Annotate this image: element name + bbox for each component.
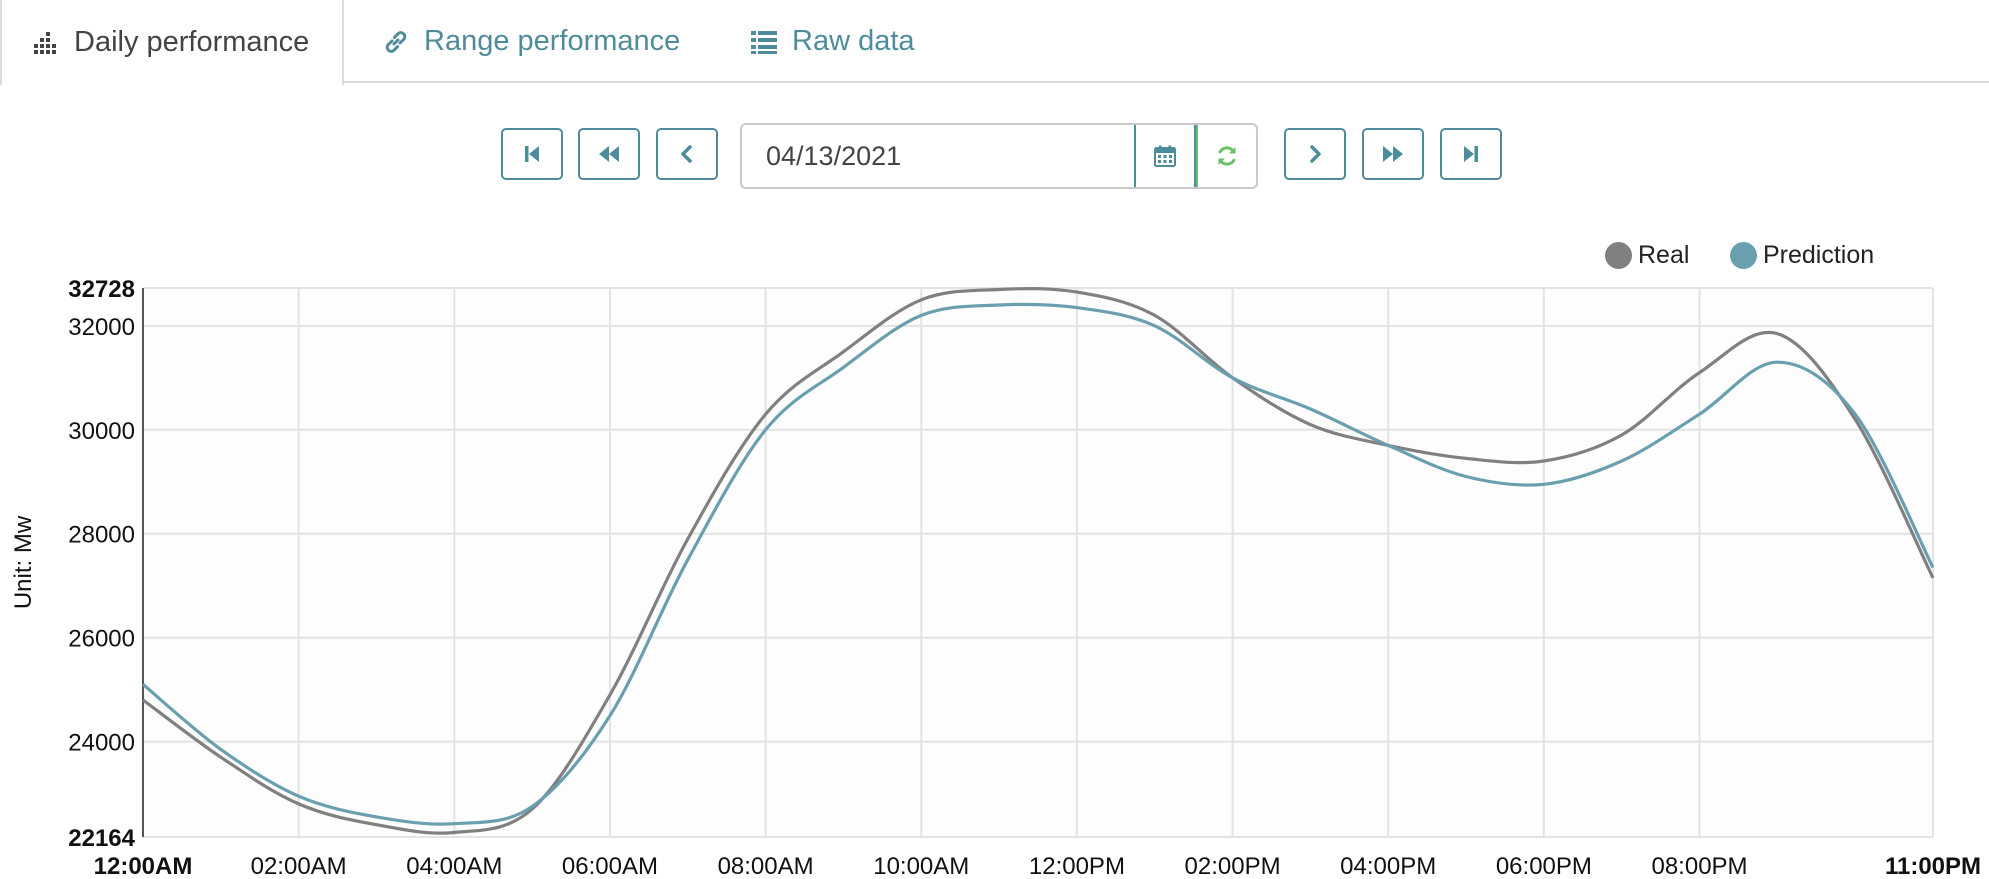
x-tick-label: 12:00PM xyxy=(1029,853,1125,879)
link-icon xyxy=(382,28,410,56)
x-tick-label: 12:00AM xyxy=(94,853,193,879)
legend-swatch-prediction xyxy=(1730,241,1757,269)
calendar-icon xyxy=(1154,145,1176,167)
y-tick-label: 24000 xyxy=(68,730,135,757)
bar-chart-icon xyxy=(32,30,60,56)
x-tick-label: 08:00AM xyxy=(718,853,814,879)
previous-day-button[interactable] xyxy=(656,128,718,180)
daily-performance-chart: 3272832000300002800026000240002216412:00… xyxy=(10,276,1981,879)
tab-bar: Daily performance Range performance xyxy=(0,0,1989,85)
tab-label: Raw data xyxy=(792,25,915,57)
legend-label-real: Real xyxy=(1638,240,1690,269)
tab-label: Range performance xyxy=(424,25,681,57)
y-tick-label: 32000 xyxy=(68,314,135,341)
chevron-left-icon xyxy=(681,145,692,163)
plot-area xyxy=(143,288,1933,837)
tab-label: Daily performance xyxy=(74,26,310,58)
list-icon xyxy=(750,29,778,55)
x-tick-label: 02:00PM xyxy=(1185,853,1281,879)
x-tick-label: 04:00AM xyxy=(406,853,502,879)
legend-swatch-real xyxy=(1605,241,1632,269)
y-tick-label: 22164 xyxy=(68,825,135,852)
y-tick-label: 28000 xyxy=(68,522,135,549)
calendar-button[interactable] xyxy=(1134,125,1196,187)
fast-forward-button[interactable] xyxy=(1362,128,1424,180)
x-tick-label: 02:00AM xyxy=(251,853,347,879)
fast-forward-icon xyxy=(1383,146,1403,162)
tab-daily-performance[interactable]: Daily performance xyxy=(0,0,344,85)
tab-range-performance[interactable]: Range performance xyxy=(382,0,680,83)
fast-back-button[interactable] xyxy=(578,128,640,180)
x-tick-label: 10:00AM xyxy=(873,853,969,879)
tab-raw-data[interactable]: Raw data xyxy=(750,0,915,83)
x-tick-label: 06:00PM xyxy=(1496,853,1592,879)
y-axis-label: Unit: Mw xyxy=(10,515,37,609)
x-tick-label: 04:00PM xyxy=(1340,853,1436,879)
next-day-button[interactable] xyxy=(1284,128,1346,180)
fast-backward-icon xyxy=(599,146,619,162)
date-picker xyxy=(740,123,1258,189)
x-tick-label: 11:00PM xyxy=(1885,853,1981,879)
first-day-button[interactable] xyxy=(501,128,563,180)
series-line-real xyxy=(142,287,1935,835)
x-tick-label: 08:00PM xyxy=(1651,853,1747,879)
refresh-button[interactable] xyxy=(1196,125,1256,187)
step-forward-icon xyxy=(1464,146,1478,162)
legend-item-prediction[interactable]: Prediction xyxy=(1730,239,1874,271)
y-tick-label: 30000 xyxy=(68,418,135,445)
y-tick-label: 32728 xyxy=(68,276,135,303)
refresh-icon xyxy=(1218,146,1236,166)
legend-label-prediction: Prediction xyxy=(1763,240,1875,269)
x-tick-label: 06:00AM xyxy=(562,853,658,879)
chevron-right-icon xyxy=(1310,145,1321,163)
series-line-prediction xyxy=(141,302,1935,826)
step-backward-icon xyxy=(525,146,539,162)
legend-item-real[interactable]: Real xyxy=(1605,239,1689,271)
last-day-button[interactable] xyxy=(1440,128,1502,180)
date-input[interactable] xyxy=(742,125,1134,187)
y-tick-label: 26000 xyxy=(68,626,135,653)
